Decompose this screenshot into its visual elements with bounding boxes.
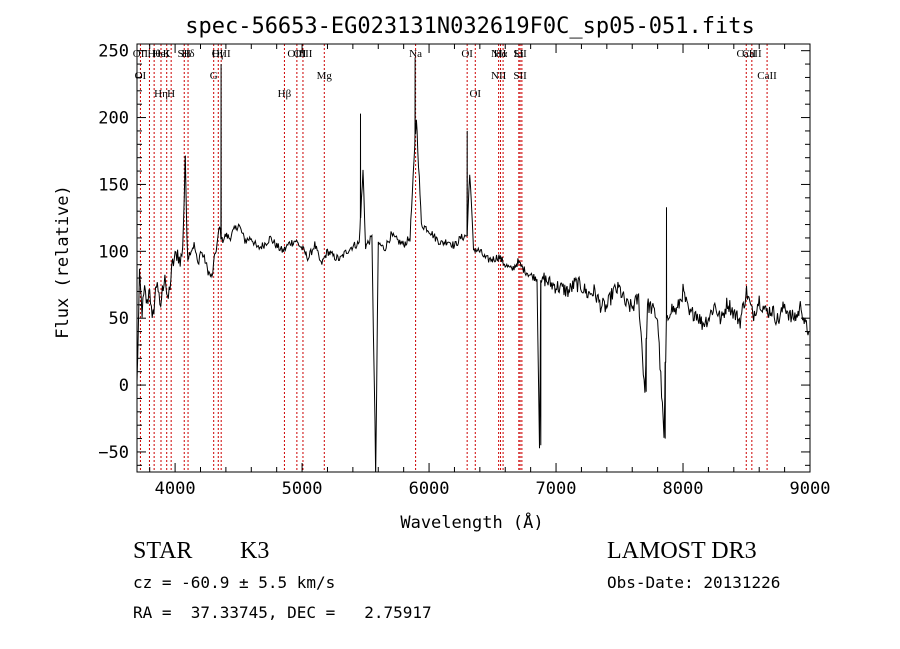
y-tick-label: 200 bbox=[98, 109, 129, 129]
line-label: Hα bbox=[494, 48, 508, 60]
x-axis-label: Wavelength (Å) bbox=[400, 511, 543, 533]
line-label: OII bbox=[133, 48, 149, 60]
line-label: OIII bbox=[212, 48, 231, 60]
line-label: Mg bbox=[317, 70, 333, 82]
line-label: G bbox=[210, 70, 218, 82]
line-label: CaII bbox=[742, 48, 762, 60]
object-class: STAR bbox=[133, 538, 193, 564]
line-label: CaII bbox=[736, 48, 756, 60]
line-label: CaII bbox=[757, 70, 777, 82]
redshift-velocity: cz = -60.9 ± 5.5 km/s bbox=[133, 573, 336, 592]
line-label: OIII bbox=[293, 48, 312, 60]
line-label: OI bbox=[469, 88, 481, 100]
x-tick-label: 6000 bbox=[409, 479, 450, 499]
line-label: Hγ bbox=[212, 48, 225, 60]
y-tick-label: 150 bbox=[98, 175, 129, 195]
line-label: SII bbox=[178, 48, 192, 60]
line-label: OI bbox=[461, 48, 473, 60]
x-tick-label: 9000 bbox=[790, 479, 831, 499]
y-axis-label: Flux (relative) bbox=[53, 185, 73, 339]
survey-name: LAMOST DR3 bbox=[607, 538, 757, 564]
line-label: Li bbox=[514, 48, 524, 60]
line-label: NII bbox=[491, 48, 507, 60]
y-axis-ticks: −50 0 50 100 150 200 250 bbox=[98, 42, 810, 466]
line-label: Hβ bbox=[278, 88, 292, 100]
line-label: OI bbox=[135, 70, 147, 82]
object-subclass: K3 bbox=[240, 538, 270, 564]
y-tick-label: 0 bbox=[119, 376, 129, 396]
line-label: HeI bbox=[153, 48, 170, 60]
line-label: Hη bbox=[154, 88, 168, 100]
chart-title: spec-56653-EG023131N032619F0C_sp05-051.f… bbox=[185, 14, 755, 39]
line-label: Hθ bbox=[148, 48, 161, 60]
spectrum-line bbox=[136, 57, 810, 473]
x-tick-label: 4000 bbox=[155, 479, 196, 499]
x-tick-label: 7000 bbox=[536, 479, 577, 499]
y-tick-label: −50 bbox=[98, 443, 129, 463]
emission-line-labels: OIIOIHθHeIHηKHSIIHδGHγOIIIHβOIIIOIIIMgNa… bbox=[133, 48, 777, 100]
plot-frame bbox=[136, 43, 811, 473]
x-tick-label: 8000 bbox=[663, 479, 704, 499]
line-label: SII bbox=[513, 70, 527, 82]
spectrum-series bbox=[136, 57, 810, 473]
line-label: SII bbox=[513, 48, 527, 60]
line-label: K bbox=[163, 48, 171, 60]
y-tick-label: 50 bbox=[109, 309, 129, 329]
line-label: Na bbox=[409, 48, 422, 60]
x-axis-ticks: 4000 5000 6000 7000 8000 9000 bbox=[149, 44, 831, 499]
line-label: Hδ bbox=[181, 48, 194, 60]
y-tick-label: 100 bbox=[98, 242, 129, 262]
x-tick-label: 5000 bbox=[282, 479, 323, 499]
line-label: NII bbox=[491, 70, 507, 82]
line-label: H bbox=[167, 88, 175, 100]
coordinates: RA = 37.33745, DEC = 2.75917 bbox=[133, 603, 432, 622]
y-tick-label: 250 bbox=[98, 42, 129, 62]
observation-date: Obs-Date: 20131226 bbox=[607, 573, 781, 592]
emission-line-markers bbox=[139, 44, 768, 472]
